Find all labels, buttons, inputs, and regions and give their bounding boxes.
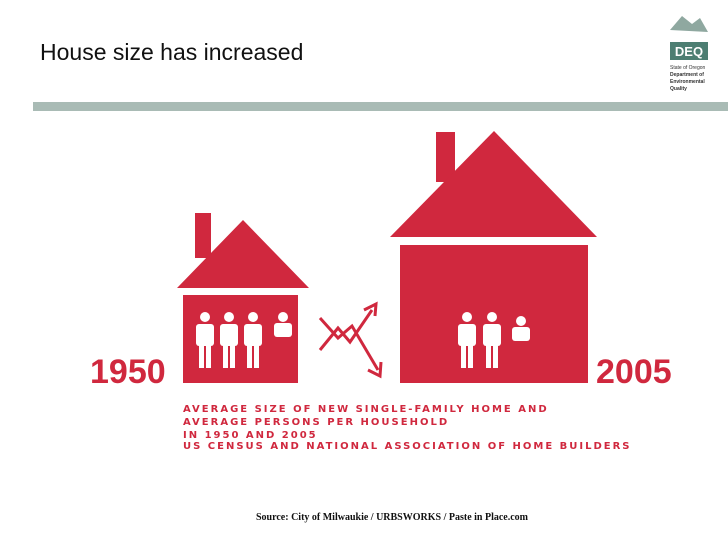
person-leg: [247, 342, 252, 368]
logo-line: Environmental: [670, 79, 705, 85]
year-right: 2005: [596, 353, 672, 391]
caption-line: IN 1950 AND 2005: [183, 430, 318, 441]
credit: US CENSUS AND NATIONAL ASSOCIATION OF HO…: [183, 441, 632, 452]
person-body: [483, 324, 501, 346]
arrow-up-head: [363, 301, 378, 317]
roof: [390, 131, 597, 237]
logo-mountain: [670, 16, 708, 32]
chimney: [436, 132, 455, 182]
person-leg: [486, 342, 491, 368]
person-body: [244, 324, 262, 346]
person-leg: [493, 342, 498, 368]
person-head: [224, 312, 234, 322]
logo-line: Quality: [670, 86, 687, 92]
person-body: [512, 327, 530, 341]
year-left: 1950: [90, 353, 166, 391]
person-body: [274, 323, 292, 337]
person-leg: [199, 342, 204, 368]
person-head: [200, 312, 210, 322]
title-rule: [33, 102, 728, 111]
person-head: [278, 312, 288, 322]
logo: DEQ State of Oregon Department of Enviro…: [670, 16, 708, 92]
person-leg: [206, 342, 211, 368]
title: House size has increased: [40, 39, 303, 65]
people: [196, 312, 530, 368]
small-house: [177, 213, 309, 383]
person-head: [487, 312, 497, 322]
logo-box: [670, 42, 708, 60]
arrow-down: [318, 316, 380, 371]
trend-arrows: [318, 301, 383, 379]
caption-line: AVERAGE SIZE OF NEW SINGLE-FAMILY HOME A…: [183, 404, 549, 415]
chimney: [195, 213, 211, 258]
person-body: [458, 324, 476, 346]
logo-line: State of Oregon: [670, 65, 706, 71]
person-head: [248, 312, 258, 322]
source: Source: City of Milwaukie / URBSWORKS / …: [256, 512, 529, 523]
person-leg: [468, 342, 473, 368]
roof: [177, 220, 309, 288]
person-body: [196, 324, 214, 346]
person-leg: [461, 342, 466, 368]
person-head: [516, 316, 526, 326]
person-leg: [223, 342, 228, 368]
person-leg: [254, 342, 259, 368]
person-leg: [230, 342, 235, 368]
logo-line: Department of: [670, 72, 704, 78]
arrow-down-head: [367, 361, 383, 379]
person-body: [220, 324, 238, 346]
logo-acronym: DEQ: [675, 44, 703, 59]
arrow-up: [318, 309, 374, 351]
person-head: [462, 312, 472, 322]
caption-line: AVERAGE PERSONS PER HOUSEHOLD: [183, 417, 449, 428]
